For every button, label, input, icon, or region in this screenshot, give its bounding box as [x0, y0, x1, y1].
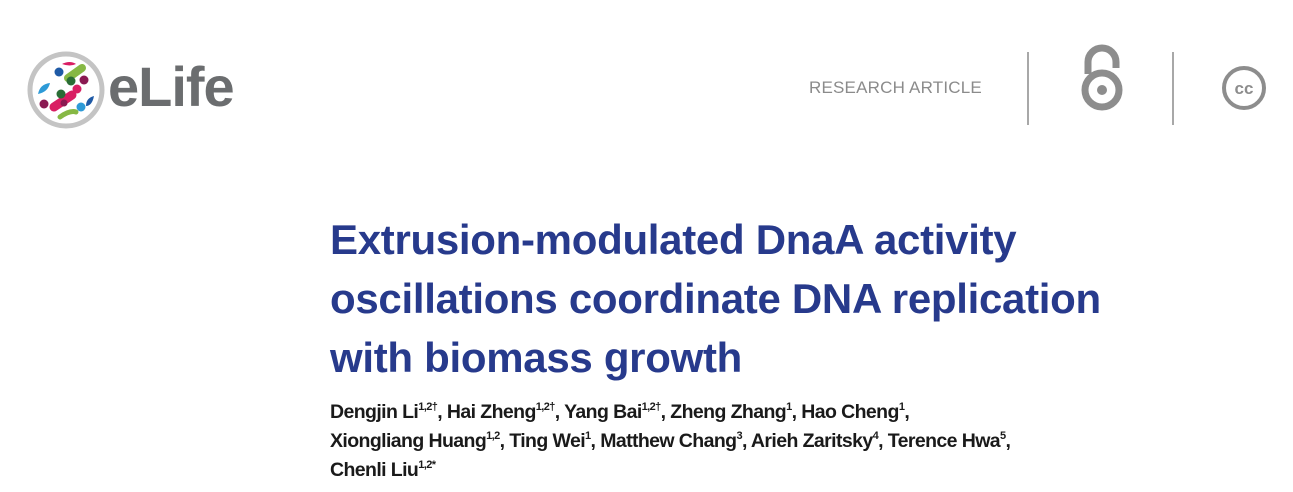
separator: , — [590, 430, 601, 452]
author[interactable]: Hai Zheng1,2† — [447, 401, 555, 423]
article-title: Extrusion-modulated DnaA activity oscill… — [330, 210, 1101, 387]
creative-commons-icon[interactable]: cc — [1220, 64, 1268, 112]
author[interactable]: Arieh Zaritsky4 — [750, 430, 879, 452]
author-name: Chenli Liu — [330, 459, 419, 481]
author-name: Terence Hwa — [887, 430, 1001, 452]
affiliation-marker: 5 — [1000, 430, 1006, 442]
author[interactable]: Hao Cheng1 — [801, 401, 905, 423]
title-line: Extrusion-modulated DnaA activity — [330, 216, 1017, 263]
title-line: oscillations coordinate DNA replication — [330, 275, 1101, 322]
svg-text:cc: cc — [1235, 79, 1254, 98]
author-name: Xiongliang Huang — [330, 430, 487, 452]
separator: , — [660, 401, 671, 423]
author-list: Dengjin Li1,2†, Hai Zheng1,2†, Yang Bai1… — [330, 398, 1290, 485]
author-name: Matthew Chang — [600, 430, 737, 452]
author[interactable]: Dengjin Li1,2† — [330, 401, 438, 423]
divider — [1172, 52, 1174, 125]
author-name: Yang Bai — [564, 401, 642, 423]
author[interactable]: Matthew Chang3 — [600, 430, 742, 452]
author[interactable]: Ting Wei1 — [509, 430, 591, 452]
separator: , — [878, 430, 888, 452]
affiliation-marker: 1,2† — [641, 401, 662, 413]
brand-name: eLife — [108, 55, 235, 118]
affiliation-marker: 1,2 — [486, 430, 500, 442]
author[interactable]: Xiongliang Huang1,2 — [330, 430, 500, 452]
separator: , — [904, 401, 914, 423]
author-name: Hai Zheng — [446, 401, 536, 423]
separator: , — [791, 401, 802, 423]
divider — [1027, 52, 1029, 125]
separator: , — [1005, 430, 1016, 452]
elife-logo-icon[interactable] — [26, 50, 106, 130]
affiliation-marker: 3 — [736, 430, 742, 442]
author[interactable]: Terence Hwa5 — [888, 430, 1006, 452]
affiliation-marker: 1,2* — [418, 459, 436, 471]
author[interactable]: Yang Bai1,2† — [564, 401, 661, 423]
author[interactable]: Chenli Liu1,2* — [330, 459, 436, 481]
article-type: RESEARCH ARTICLE — [809, 78, 982, 97]
separator: , — [499, 430, 510, 452]
affiliation-marker: 1,2† — [535, 401, 556, 413]
author-name: Arieh Zaritsky — [750, 430, 873, 452]
author-name: Dengjin Li — [330, 401, 419, 423]
affiliation-marker: 1 — [585, 430, 591, 442]
separator: , — [742, 430, 751, 452]
separator: , — [437, 401, 447, 423]
open-access-icon[interactable] — [1078, 44, 1126, 112]
title-line: with biomass growth — [330, 334, 742, 381]
affiliation-marker: 4 — [872, 430, 879, 442]
author-name: Hao Cheng — [801, 401, 899, 423]
separator: , — [554, 401, 565, 423]
author[interactable]: Zheng Zhang1 — [670, 401, 792, 423]
author-name: Zheng Zhang — [670, 401, 787, 423]
affiliation-marker: 1 — [786, 401, 792, 413]
author-name: Ting Wei — [509, 430, 586, 452]
affiliation-marker: 1,2† — [418, 401, 438, 413]
affiliation-marker: 1 — [898, 401, 905, 413]
